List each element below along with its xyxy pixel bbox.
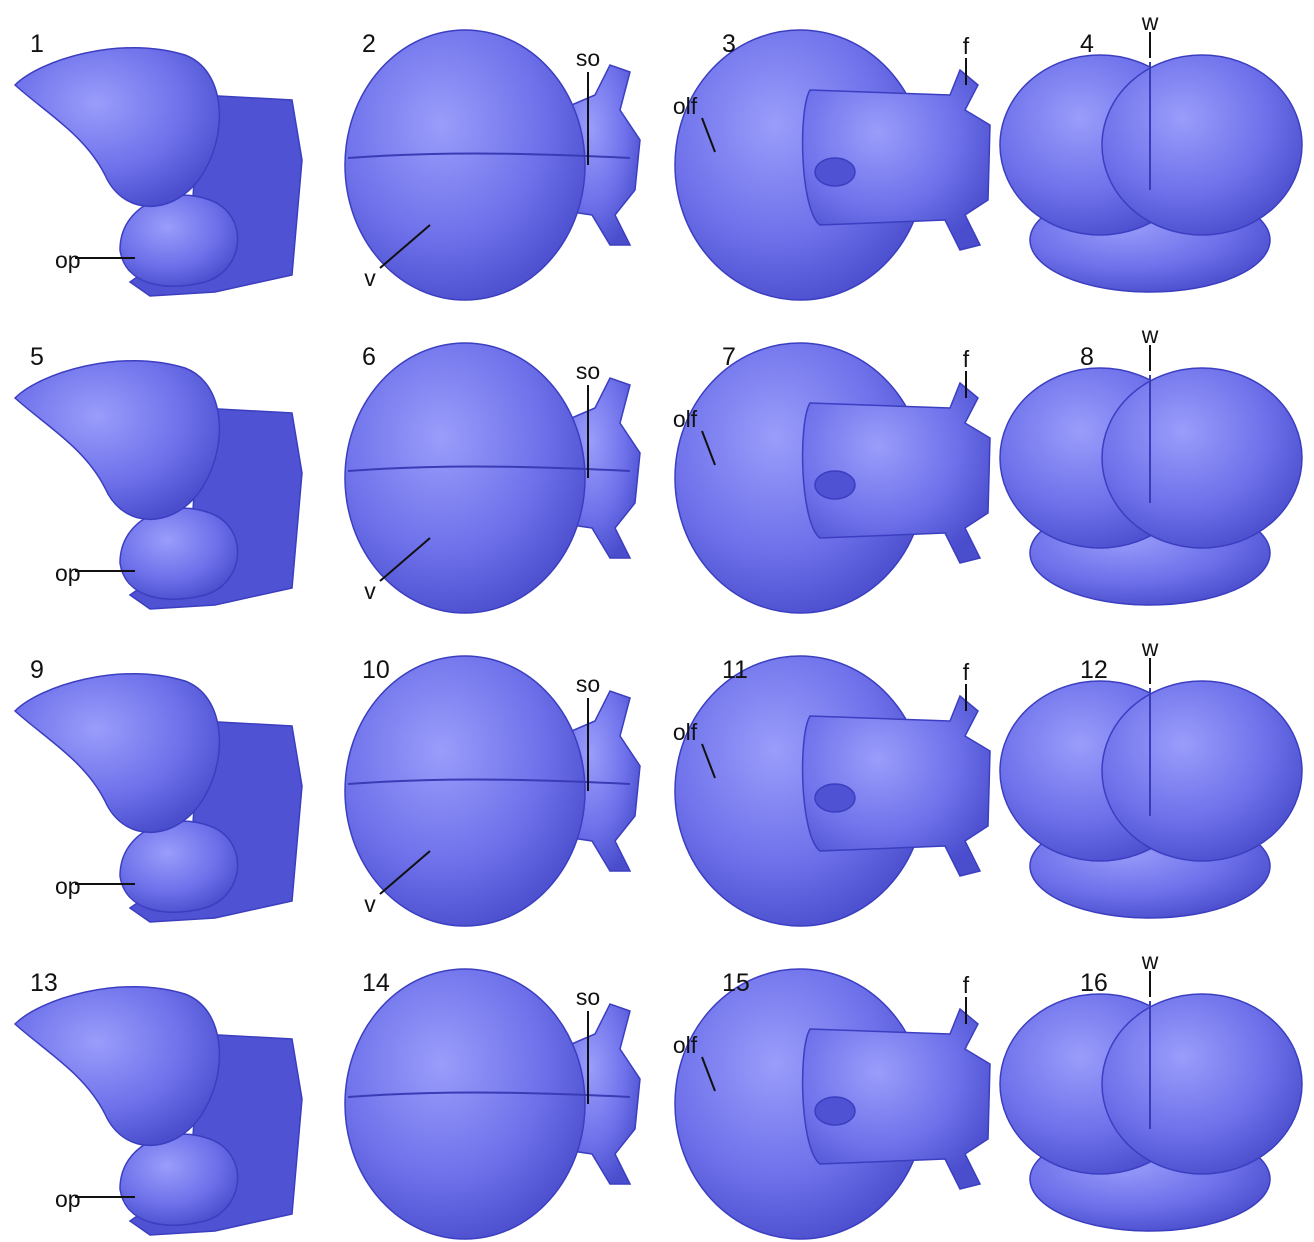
structure-label: op [55,247,81,273]
structure-label: v [364,265,376,291]
panel-number: 16 [1080,969,1108,997]
panel-number: 11 [722,656,748,684]
panel-number: 13 [30,969,58,997]
panel: 7 f olf [673,343,990,613]
panel: 16 w [1000,948,1302,1231]
hemispheres [345,30,585,300]
structure-label: so [576,45,600,71]
panel-number: 2 [362,30,376,58]
structure-label: olf [673,1032,698,1058]
structure-label: olf [673,719,698,745]
hemispheres [345,343,585,613]
optic-lobe [120,1134,238,1225]
panel: 9 op [15,656,302,922]
panel-number: 12 [1080,656,1108,684]
panel-number: 5 [30,343,44,371]
panel: 15 f olf [673,969,990,1239]
panel: 13 op [15,969,302,1235]
panel-number: 3 [722,30,736,58]
panel: 4w [1000,9,1302,292]
hemispheres [345,969,585,1239]
optic-lobe [120,195,238,286]
right-lobe [1102,681,1302,861]
panel: 11 f olf [673,656,990,926]
optic-lobe [120,821,238,912]
panel: 10 so v [345,656,640,926]
structure-label: op [55,873,81,899]
structure-label: f [963,972,970,998]
structure-label: so [576,358,600,384]
telencephalon [15,48,219,207]
panel: 8w [1000,322,1302,605]
panel-number: 15 [722,969,750,997]
telencephalon [15,361,219,520]
pituitary [815,471,855,499]
right-lobe [1102,55,1302,235]
structure-label: olf [673,93,698,119]
figure: 1op2sov3folf4w5op6sov7folf8w9op10sov11fo… [0,0,1314,1242]
right-lobe [1102,994,1302,1174]
structure-label: f [963,33,970,59]
panel: 2 so v [345,30,640,300]
panel-number: 8 [1080,343,1094,371]
panel-number: 10 [362,656,390,684]
panel-number: 7 [722,343,736,371]
panel-number: 4 [1080,30,1094,58]
optic-lobe [120,508,238,599]
panel-number: 1 [30,30,44,58]
structure-label: v [364,578,376,604]
panel-number: 14 [362,969,390,997]
structure-label: op [55,1186,81,1212]
panel: 14 so [345,969,640,1239]
structure-label: f [963,346,970,372]
structure-label: w [1141,635,1159,661]
structure-label: w [1141,948,1159,974]
panel-number: 9 [30,656,44,684]
pituitary [815,784,855,812]
structure-label: olf [673,406,698,432]
telencephalon [15,674,219,833]
panel: 1 op [15,30,302,296]
structure-label: w [1141,322,1159,348]
right-lobe [1102,368,1302,548]
panel: 6 so v [345,343,640,613]
structure-label: so [576,671,600,697]
structure-label: op [55,560,81,586]
telencephalon [15,987,219,1146]
panel: 12 w [1000,635,1302,918]
pituitary [815,158,855,186]
hemispheres [345,656,585,926]
panel: 5 op [15,343,302,609]
structure-label: w [1141,9,1159,35]
panel-number: 6 [362,343,376,371]
structure-label: so [576,984,600,1010]
panel: 3 f olf [673,30,990,300]
structure-label: v [364,891,376,917]
pituitary [815,1097,855,1125]
structure-label: f [963,659,970,685]
